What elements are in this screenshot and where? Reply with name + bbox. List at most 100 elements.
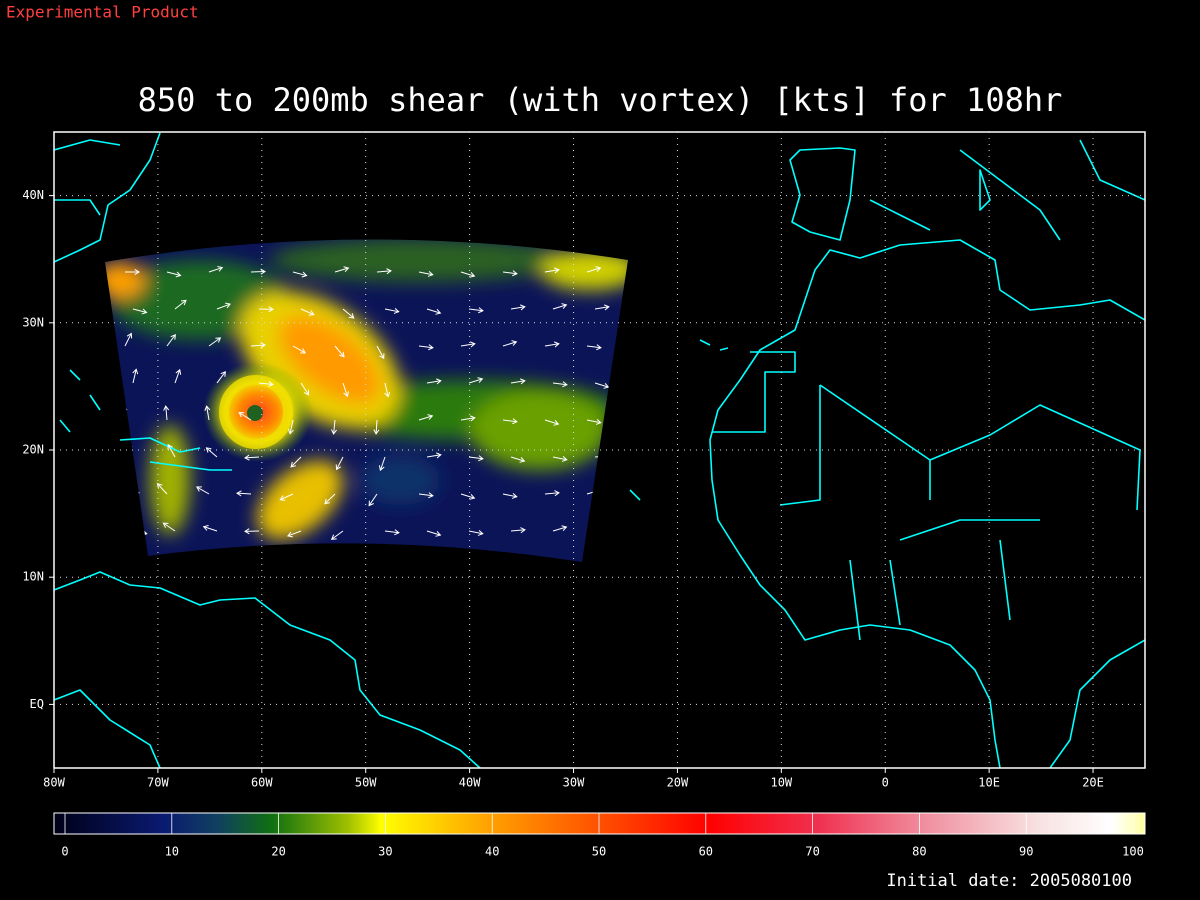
arrow-head [324,498,330,505]
arrow-head [156,482,163,489]
arrow-head [343,391,350,398]
wind-arrow [460,343,475,347]
arrow-head [260,342,266,349]
wind-arrow [468,530,483,535]
colorbar-label: 30 [378,845,392,859]
wind-arrow [418,493,433,497]
wind-arrow [208,337,221,347]
wind-arrow [552,304,567,310]
arrow-head [162,522,169,528]
arrow-head [167,443,173,450]
arrow-head [428,492,434,499]
wind-arrow [375,419,378,435]
coastline [54,571,481,768]
wind-arrow [167,444,176,458]
wind-arrow [163,522,176,532]
wind-arrow [384,382,389,397]
wind-arrow [132,369,137,384]
arrow-head [238,412,245,418]
wind-arrow [300,308,315,316]
wind-arrow [460,271,475,277]
wind-arrow [258,382,273,385]
wind-arrow [324,493,336,505]
wind-arrow [368,493,378,506]
wind-arrow [300,382,310,396]
wind-arrow [174,369,181,384]
arrow-head [393,308,400,314]
colorbar-label: 20 [271,845,285,859]
arrow-head [141,308,148,315]
arrow-head [561,455,568,462]
wind-arrow [124,492,139,495]
arrow-head [339,351,345,358]
arrow-head [132,368,139,375]
arrow-head [175,368,182,375]
arrow-head [287,428,294,435]
arrow-head [134,268,140,276]
arrow-head [428,344,434,351]
wind-arrow [166,334,176,347]
arrow-head [175,271,182,278]
arrow-head [595,418,602,425]
lat-tick-label: 30N [22,315,44,329]
wind-arrow [418,415,433,421]
arrow-head [520,527,526,534]
wind-arrow [333,419,336,434]
arrow-head [603,383,610,389]
lon-tick-label: 60W [251,776,273,790]
wind-arrow [203,526,218,532]
wind-arrow [236,492,252,495]
wind-arrow [418,345,433,349]
arrow-head [373,429,380,435]
wind-arrow [544,492,559,495]
coastlines [54,132,1145,768]
wind-arrow [510,380,525,384]
lon-tick-label: 50W [355,776,377,790]
colorbar-label: 10 [165,845,179,859]
lon-tick-label: 40W [459,776,481,790]
arrow-head [335,464,342,471]
lon-tick-label: 80W [43,776,65,790]
arrow-head [553,420,560,426]
lat-tick-label: 10N [22,570,44,584]
wind-arrow [586,267,601,273]
wind-arrow [280,493,294,501]
arrow-head [225,302,232,309]
wind-arrow [552,456,567,461]
arrow-head [286,531,293,538]
wind-arrow [244,456,260,459]
arrow-head [512,270,518,277]
arrow-head [469,415,476,422]
lon-tick-label: 20W [667,776,689,790]
wind-arrow [123,405,126,421]
arrow-head [427,271,434,277]
arrow-head [435,378,442,385]
arrow-head [427,414,434,420]
wind-arrow [510,456,525,462]
arrow-head [134,490,140,497]
lon-tick-label: 70W [147,776,169,790]
arrow-head [595,266,602,272]
colorbar [53,812,1146,835]
arrow-head [604,453,610,460]
wind-arrow [250,344,265,347]
wind-arrow [594,382,609,388]
colorbar-label: 50 [592,845,606,859]
arrow-head [279,495,286,501]
wind-arrow [174,299,187,310]
arrow-head [562,381,568,388]
arrow-head [519,304,526,311]
wind-arrow [238,412,252,421]
wind-arrow [426,454,441,458]
wind-arrow [166,271,181,276]
arrow-head [511,340,518,346]
colorbar-label: 100 [1122,845,1144,859]
coastline [54,132,161,263]
wind-arrow [292,271,307,277]
wind-arrow [502,271,517,275]
colorbar-label: 60 [699,845,713,859]
arrow-head [308,310,315,316]
arrow-head [477,529,484,536]
wind-arrow [334,345,345,358]
